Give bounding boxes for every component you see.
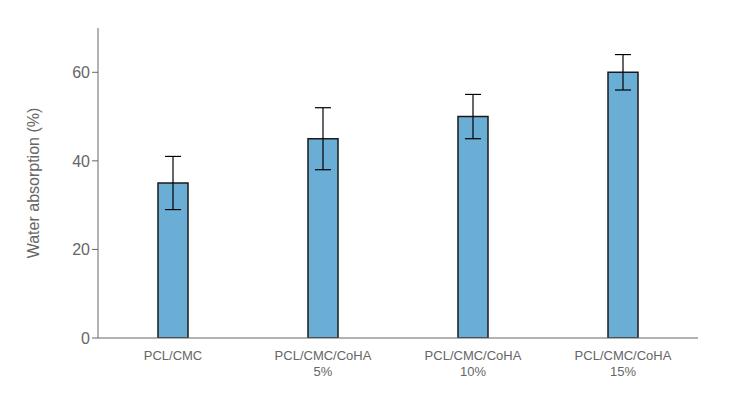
- svg-text:20: 20: [72, 241, 90, 258]
- svg-text:PCL/CMC: PCL/CMC: [144, 348, 203, 363]
- svg-text:0: 0: [81, 330, 90, 347]
- svg-text:60: 60: [72, 64, 90, 81]
- svg-text:PCL/CMC/CoHA5%: PCL/CMC/CoHA5%: [275, 348, 372, 379]
- svg-text:Water absorption (%): Water absorption (%): [25, 108, 42, 259]
- svg-text:40: 40: [72, 153, 90, 170]
- svg-text:PCL/CMC/CoHA15%: PCL/CMC/CoHA15%: [575, 348, 672, 379]
- svg-text:PCL/CMC/CoHA10%: PCL/CMC/CoHA10%: [425, 348, 522, 379]
